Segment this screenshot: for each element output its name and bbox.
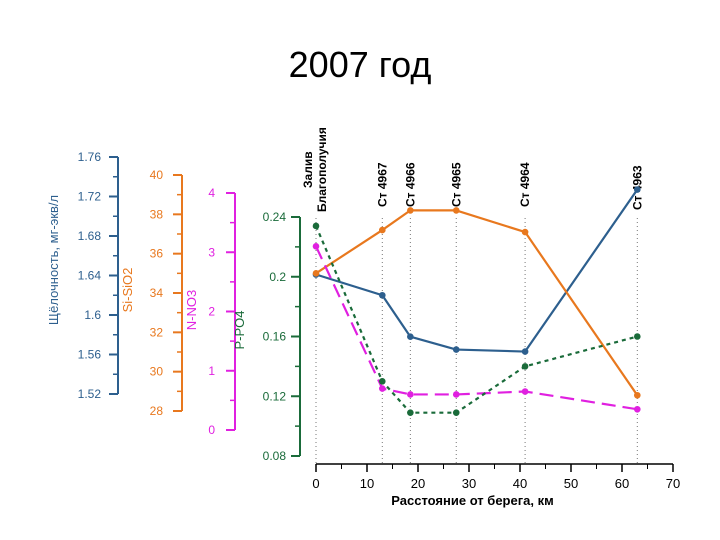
y-tick-label-si: 40: [150, 168, 164, 182]
x-axis-label: Расстояние от берега, км: [391, 493, 553, 508]
data-point-alk: [452, 346, 460, 353]
y-tick-label-n: 3: [208, 245, 215, 259]
y-tick-label-alk: 1.76: [78, 150, 102, 164]
y-tick-label-n: 2: [208, 305, 215, 319]
y-axis-label-alk: Щёлочность, мг-экв/л: [46, 195, 61, 325]
x-tick-label: 20: [411, 476, 425, 491]
y-tick-label-si: 30: [150, 365, 164, 379]
data-point-p: [521, 363, 529, 370]
y-tick-label-si: 36: [150, 247, 164, 261]
data-point-n: [521, 388, 529, 395]
y-axis-label-n: N-NO3: [184, 290, 199, 330]
y-tick-label-si: 28: [150, 404, 164, 418]
station-label: Ст 4965: [449, 162, 463, 207]
y-tick-label-alk: 1.52: [78, 387, 102, 401]
y-tick-label-n: 0: [208, 423, 215, 437]
series-line-p: [314, 225, 638, 414]
data-point-si: [634, 391, 641, 399]
y-tick-label-p: 0.12: [263, 389, 287, 403]
data-point-alk: [407, 333, 414, 341]
data-point-alk: [521, 348, 529, 355]
y-tick-label-si: 32: [150, 325, 164, 339]
station-label: Ст 4964: [518, 162, 532, 207]
series-line-alk: [315, 188, 639, 353]
data-point-si: [379, 226, 386, 234]
y-tick-label-alk: 1.72: [78, 190, 102, 204]
data-point-si: [452, 207, 460, 214]
station-label: Залив: [301, 151, 315, 188]
y-tick-label-si: 38: [150, 207, 164, 221]
data-point-p: [634, 333, 641, 340]
page-title: 2007 год: [288, 44, 432, 85]
data-point-p: [379, 378, 386, 385]
data-point-p: [312, 222, 320, 230]
series-line-n: [315, 245, 638, 411]
data-point-si: [521, 228, 529, 236]
x-tick-label: 50: [564, 476, 578, 491]
y-axis-label-si: Si-SiO2: [120, 268, 135, 313]
x-tick-label: 60: [615, 476, 629, 491]
station-label: Ст 4966: [403, 162, 417, 207]
y-tick-label-p: 0.2: [269, 270, 286, 284]
y-tick-label-p: 0.08: [263, 449, 287, 463]
y-tick-label-alk: 1.68: [78, 229, 102, 243]
y-tick-label-si: 34: [150, 286, 164, 300]
data-point-p: [452, 409, 460, 416]
x-tick-label: 70: [666, 476, 680, 491]
data-point-si: [312, 270, 320, 277]
x-tick-label: 40: [513, 476, 527, 491]
data-point-n: [452, 391, 460, 398]
data-point-alk: [634, 186, 641, 193]
x-tick-label: 30: [462, 476, 476, 491]
station-label: Ст 4967: [375, 162, 389, 207]
y-tick-label-p: 0.16: [263, 330, 287, 344]
data-point-n: [634, 405, 641, 413]
x-tick-label: 10: [360, 476, 374, 491]
y-tick-label-n: 1: [208, 364, 215, 378]
series-line-si: [315, 209, 639, 396]
data-point-p: [407, 409, 414, 416]
y-axis-label-p: P-PO4: [232, 310, 247, 349]
data-point-alk: [379, 291, 386, 299]
y-tick-label-alk: 1.6: [84, 308, 101, 322]
y-tick-label-alk: 1.56: [78, 348, 102, 362]
x-tick-label: 0: [312, 476, 319, 491]
y-tick-label-n: 4: [208, 186, 215, 200]
data-point-n: [312, 243, 320, 250]
data-point-si: [407, 207, 414, 214]
data-point-n: [379, 385, 386, 392]
station-label: Благополучия: [315, 127, 329, 212]
y-tick-label-p: 0.24: [263, 210, 287, 224]
y-tick-label-alk: 1.64: [78, 269, 102, 283]
data-point-n: [407, 391, 414, 398]
